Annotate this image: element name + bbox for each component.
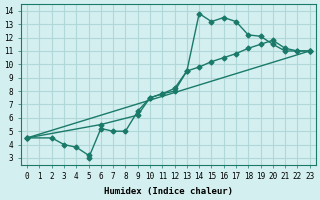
X-axis label: Humidex (Indice chaleur): Humidex (Indice chaleur): [104, 187, 233, 196]
